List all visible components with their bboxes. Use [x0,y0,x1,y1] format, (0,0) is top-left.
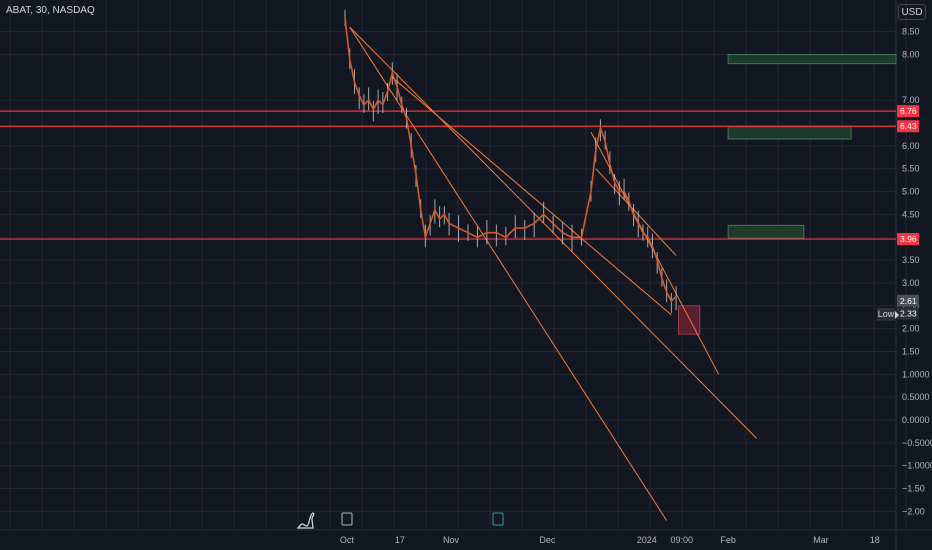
tradingview-logo-icon[interactable] [296,510,318,530]
price-label-box [897,307,919,320]
price-label-box [897,233,919,246]
target-zone [677,305,701,335]
target-zone [727,126,852,140]
trendlines [349,26,757,521]
x-tick-label: 18 [870,535,880,545]
y-tick-label: −0.5000 [902,438,932,448]
trendline [349,26,668,521]
y-tick-label: 3.00 [902,278,920,288]
currency-button[interactable]: USD [898,4,926,20]
price-label-box [897,105,919,118]
y-tick-label: 5.00 [902,187,920,197]
y-tick-label: −2.00 [902,506,925,516]
price-label-text: 2.33 [900,309,917,319]
price-axis[interactable]: 8.508.007.006.005.505.004.504.003.503.00… [902,27,932,517]
target-zone [727,54,897,65]
price-labels: 6.76 6.43 3.96 2.61 2.33 [897,105,919,320]
price-label-text: 2.61 [900,296,917,306]
earnings-marker-icon [492,512,504,526]
time-axis[interactable]: Oct 17 Nov Dec 2024 09:00 Feb Mar 18 [340,512,880,545]
y-tick-label: 8.50 [902,27,920,37]
price-label-text: 3.96 [900,234,917,244]
y-tick-label: 4.50 [902,209,920,219]
x-tick-label: 17 [395,535,405,545]
y-tick-label: 1.0000 [902,369,930,379]
trendline [391,76,672,316]
x-tick-label: 2024 [637,535,657,545]
y-tick-label: 5.50 [902,164,920,174]
y-tick-label: 7.00 [902,95,920,105]
x-tick-label: Nov [443,535,460,545]
y-tick-label: 3.50 [902,255,920,265]
low-label: Low [877,308,895,321]
x-tick-label: Oct [340,535,355,545]
price-label-box [897,294,919,307]
price-series [344,9,677,314]
x-tick-label: Mar [813,535,829,545]
symbol-title[interactable]: ABAT, 30, NASDAQ [6,5,95,16]
x-tick-label: Feb [720,535,736,545]
earnings-marker-icon [341,512,353,526]
y-tick-label: 0.5000 [902,392,930,402]
target-zones [677,54,897,335]
x-tick-label: Dec [539,535,556,545]
y-tick-label: −1.0000 [902,461,932,471]
trendline [595,168,677,256]
y-tick-label: 6.00 [902,141,920,151]
low-arrow-icon [895,311,899,319]
x-tick-label: 09:00 [671,535,694,545]
target-zone [727,224,805,239]
y-tick-label: 8.00 [902,50,920,60]
y-tick-label: 2.00 [902,324,920,334]
y-tick-label: 0.0000 [902,415,930,425]
price-label-box [897,120,919,133]
y-tick-label: −1.50 [902,484,925,494]
price-line [344,17,677,303]
price-label-text: 6.76 [900,106,917,116]
price-label-text: 6.43 [900,121,917,131]
y-tick-label: 1.50 [902,346,920,356]
